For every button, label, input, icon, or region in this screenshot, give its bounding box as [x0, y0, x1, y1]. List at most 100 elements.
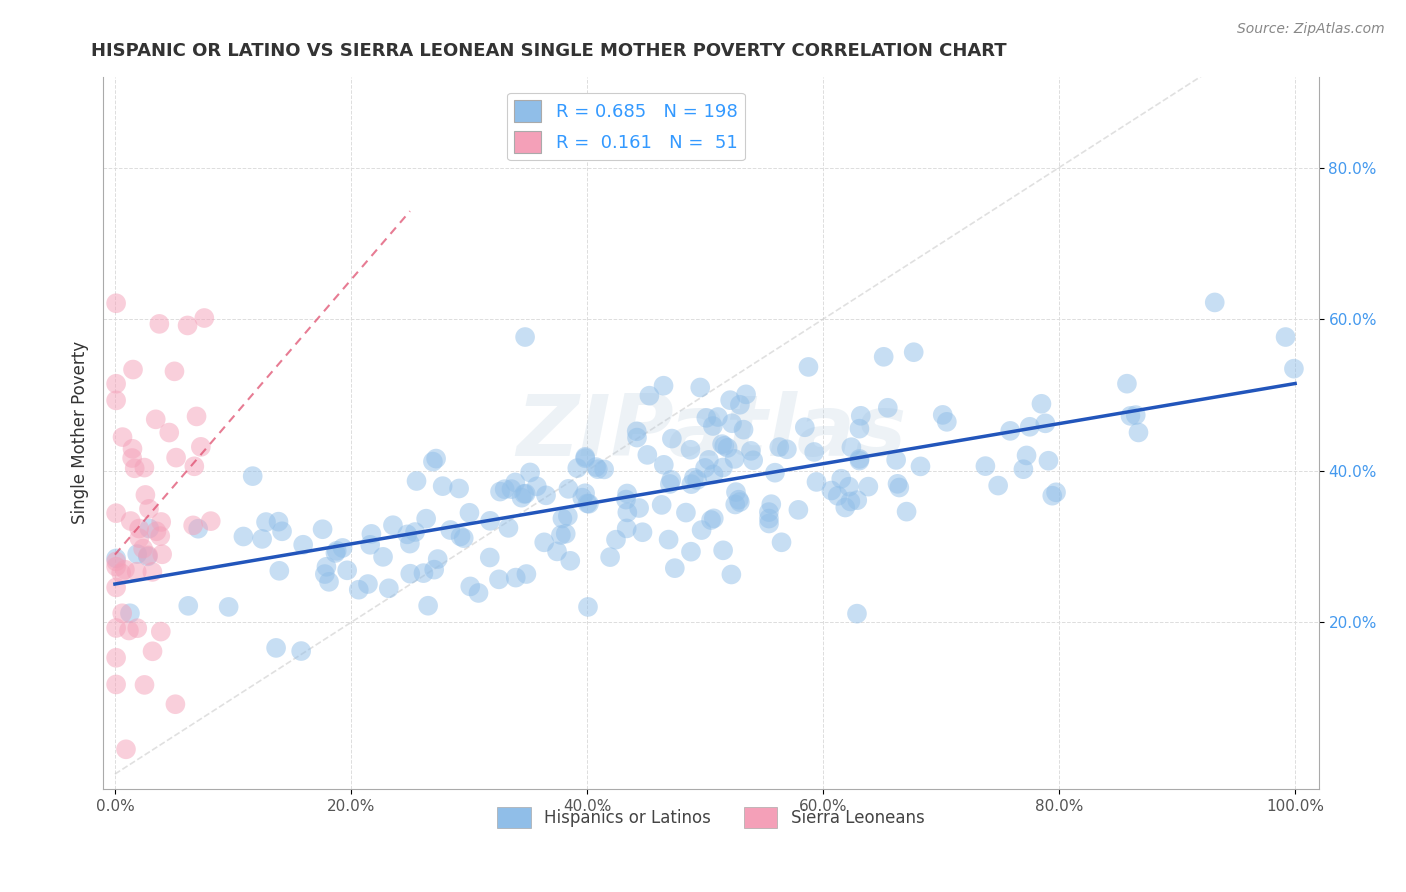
Point	[453, 531, 475, 545]
Point	[533, 535, 555, 549]
Point	[638, 389, 661, 403]
Point	[145, 412, 167, 426]
Point	[264, 640, 287, 655]
Point	[1274, 330, 1296, 344]
Point	[425, 451, 447, 466]
Point	[987, 478, 1010, 492]
Point	[120, 514, 142, 528]
Point	[360, 527, 382, 541]
Point	[546, 544, 568, 558]
Point	[686, 473, 709, 487]
Point	[118, 624, 141, 638]
Legend: Hispanics or Latinos, Sierra Leoneans: Hispanics or Latinos, Sierra Leoneans	[491, 801, 931, 834]
Point	[359, 538, 381, 552]
Point	[489, 484, 512, 499]
Point	[132, 541, 155, 556]
Point	[889, 481, 911, 495]
Point	[177, 599, 200, 613]
Point	[727, 492, 749, 507]
Point	[111, 607, 134, 621]
Point	[347, 582, 370, 597]
Point	[1018, 419, 1040, 434]
Point	[399, 536, 422, 550]
Point	[127, 621, 149, 635]
Point	[134, 678, 156, 692]
Point	[848, 451, 870, 466]
Point	[105, 581, 128, 595]
Point	[176, 318, 198, 333]
Point	[193, 311, 215, 326]
Point	[314, 567, 336, 582]
Point	[713, 439, 735, 453]
Point	[105, 650, 128, 665]
Point	[1125, 408, 1147, 422]
Point	[803, 445, 825, 459]
Point	[242, 469, 264, 483]
Point	[651, 498, 673, 512]
Point	[145, 524, 167, 539]
Point	[718, 393, 741, 408]
Point	[336, 563, 359, 577]
Point	[332, 541, 354, 555]
Point	[896, 505, 918, 519]
Point	[505, 571, 527, 585]
Point	[488, 572, 510, 586]
Point	[886, 476, 908, 491]
Point	[1119, 409, 1142, 423]
Point	[576, 496, 599, 510]
Point	[292, 538, 315, 552]
Point	[1015, 449, 1038, 463]
Point	[935, 415, 957, 429]
Point	[770, 535, 793, 549]
Point	[776, 442, 799, 457]
Point	[412, 566, 434, 581]
Point	[846, 607, 869, 621]
Point	[742, 453, 765, 467]
Point	[325, 543, 347, 558]
Point	[658, 477, 681, 491]
Point	[450, 529, 472, 543]
Point	[478, 550, 501, 565]
Point	[616, 521, 638, 535]
Point	[250, 532, 273, 546]
Point	[105, 296, 128, 310]
Point	[416, 599, 439, 613]
Point	[141, 565, 163, 579]
Point	[758, 516, 780, 531]
Point	[186, 409, 208, 424]
Point	[834, 500, 856, 515]
Point	[697, 453, 720, 467]
Point	[724, 485, 747, 500]
Point	[1000, 424, 1022, 438]
Point	[628, 501, 651, 516]
Point	[585, 460, 607, 475]
Point	[134, 488, 156, 502]
Point	[458, 579, 481, 593]
Point	[449, 482, 471, 496]
Point	[830, 472, 852, 486]
Point	[423, 563, 446, 577]
Point	[758, 511, 780, 525]
Point	[1128, 425, 1150, 440]
Point	[357, 577, 380, 591]
Point	[267, 515, 290, 529]
Point	[138, 521, 160, 535]
Point	[181, 518, 204, 533]
Point	[728, 398, 751, 412]
Point	[689, 380, 711, 394]
Point	[1038, 454, 1060, 468]
Point	[910, 459, 932, 474]
Point	[848, 453, 870, 467]
Point	[661, 432, 683, 446]
Point	[571, 491, 593, 505]
Point	[105, 621, 128, 635]
Point	[325, 546, 347, 560]
Point	[479, 514, 502, 528]
Point	[841, 440, 863, 454]
Point	[574, 451, 596, 466]
Text: HISPANIC OR LATINO VS SIERRA LEONEAN SINGLE MOTHER POVERTY CORRELATION CHART: HISPANIC OR LATINO VS SIERRA LEONEAN SIN…	[91, 42, 1007, 60]
Point	[932, 408, 955, 422]
Point	[567, 461, 589, 475]
Point	[510, 491, 533, 505]
Point	[838, 480, 860, 494]
